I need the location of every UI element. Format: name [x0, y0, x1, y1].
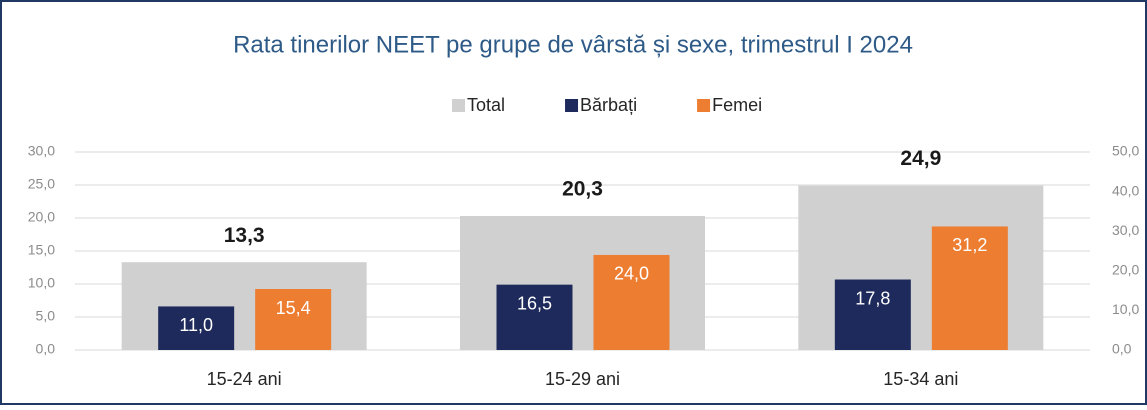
y-tick-label: 30,0	[28, 143, 55, 159]
data-label: 20,3	[562, 178, 603, 201]
bar	[931, 226, 1008, 350]
y2-tick-label: 40,0	[1112, 182, 1139, 198]
bar	[158, 306, 235, 350]
bar	[593, 254, 670, 350]
y-tick-label: 5,0	[36, 308, 56, 324]
y2-tick-label: 10,0	[1112, 301, 1139, 317]
chart-title: Rata tinerilor NEET pe grupe de vârstă ș…	[233, 31, 913, 58]
y2-tick-label: 50,0	[1112, 143, 1139, 159]
bar	[496, 284, 573, 350]
x-tick-label: 15-24 ani	[207, 369, 282, 389]
data-label: 24,0	[614, 264, 649, 284]
y2-tick-label: 20,0	[1112, 262, 1139, 278]
y2-tick-label: 30,0	[1112, 222, 1139, 238]
y-tick-label: 10,0	[28, 275, 55, 291]
legend-label: Bărbați	[580, 95, 637, 115]
legend-swatch	[565, 99, 579, 112]
data-label: 24,9	[900, 147, 941, 170]
y-tick-label: 20,0	[28, 209, 55, 225]
legend-swatch	[697, 99, 711, 112]
data-label: 16,5	[517, 293, 552, 313]
data-label: 13,3	[224, 224, 265, 247]
data-label: 11,0	[179, 315, 213, 335]
legend-swatch	[452, 99, 465, 112]
y-tick-label: 15,0	[28, 242, 55, 258]
y-tick-label: 0,0	[36, 341, 56, 357]
bar	[255, 289, 332, 350]
data-label: 17,8	[855, 288, 890, 308]
legend-label: Total	[467, 95, 505, 115]
y2-tick-label: 0,0	[1112, 341, 1132, 357]
legend-label: Femei	[712, 95, 762, 115]
x-tick-label: 15-34 ani	[883, 369, 958, 389]
y-tick-label: 25,0	[28, 176, 55, 192]
data-label: 31,2	[952, 235, 987, 255]
data-label: 15,4	[276, 298, 311, 318]
bar	[834, 279, 911, 350]
x-tick-label: 15-29 ani	[545, 369, 620, 389]
